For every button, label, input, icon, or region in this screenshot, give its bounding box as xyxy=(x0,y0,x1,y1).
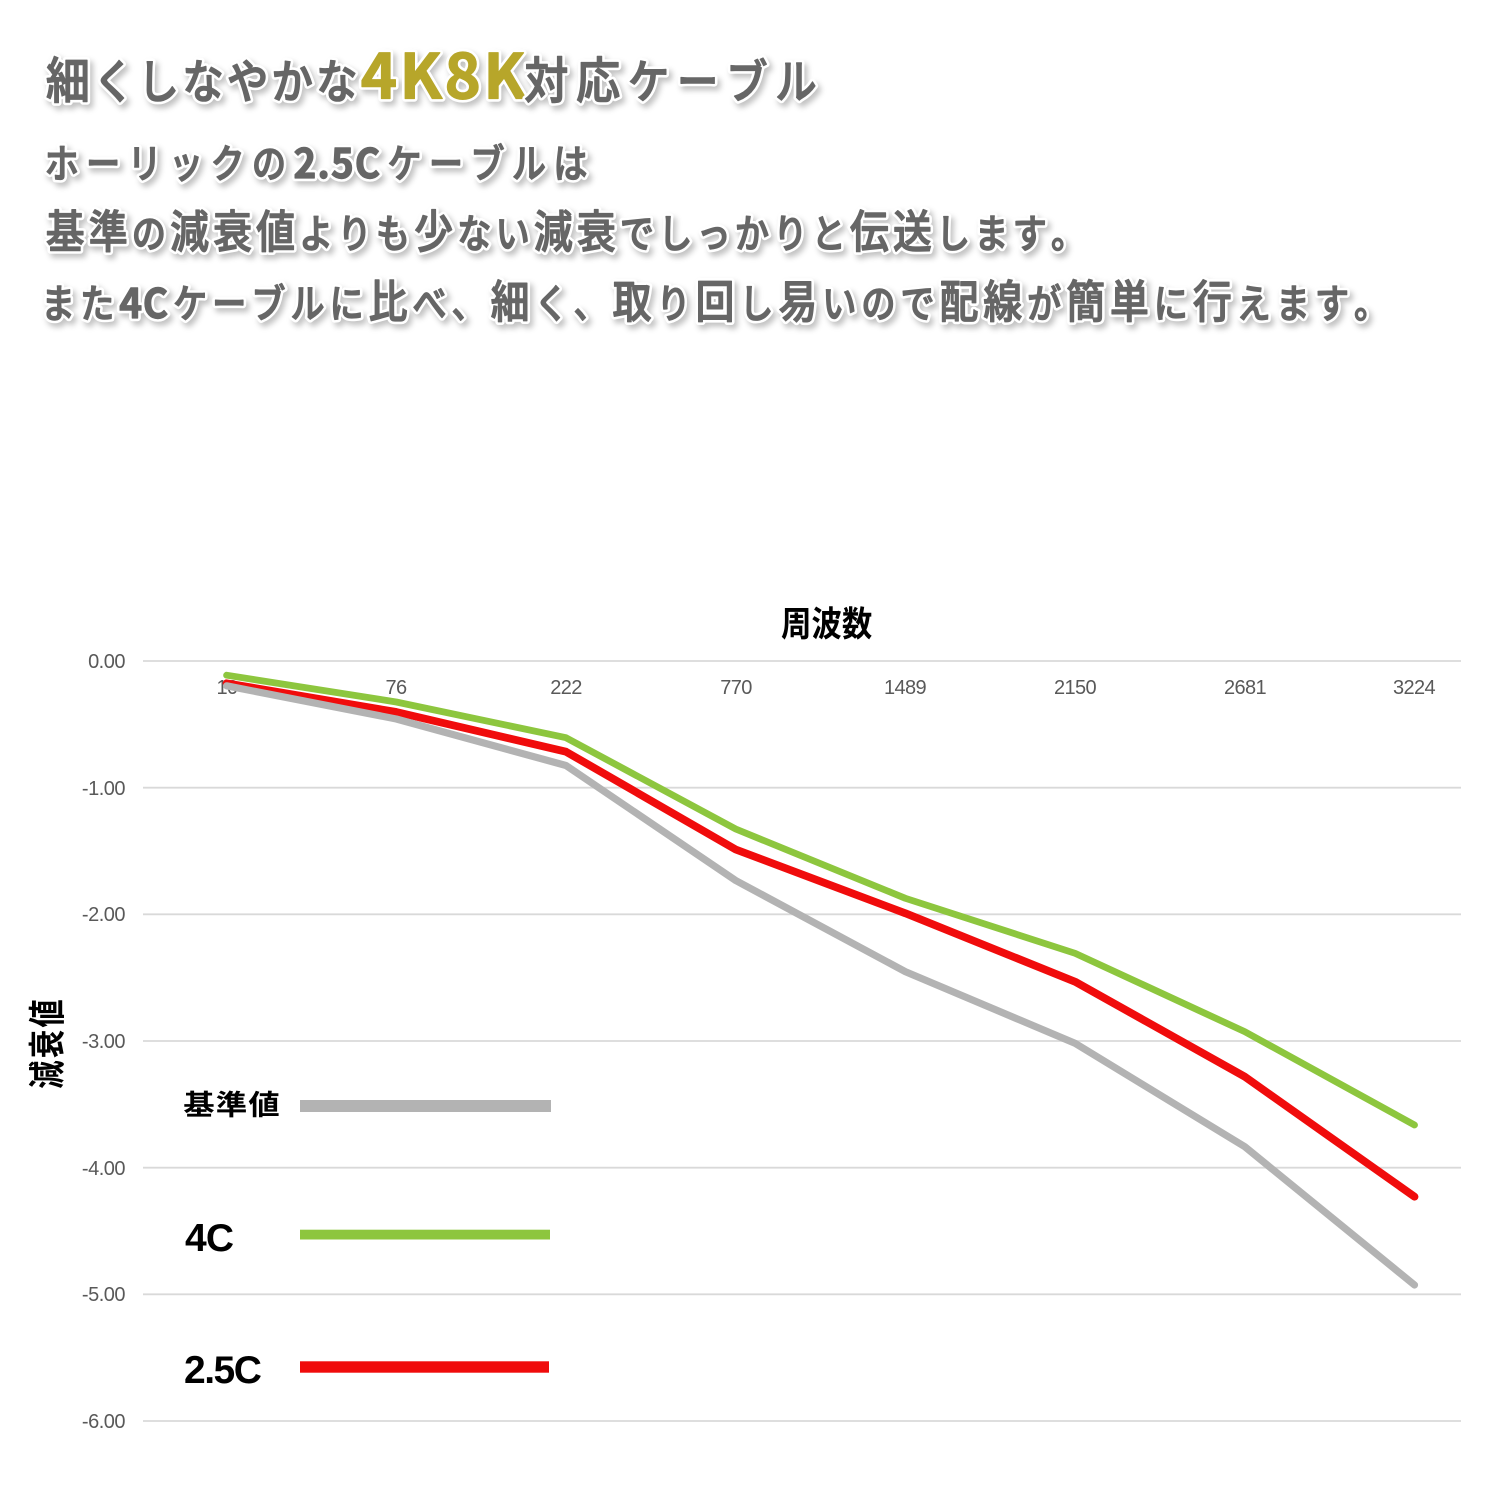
svg-text:0.00: 0.00 xyxy=(88,651,125,673)
svg-text:4C: 4C xyxy=(185,1217,234,1260)
svg-text:-6.00: -6.00 xyxy=(82,1411,125,1433)
svg-text:2681: 2681 xyxy=(1224,677,1267,699)
svg-text:-2.00: -2.00 xyxy=(82,904,125,926)
svg-text:-5.00: -5.00 xyxy=(82,1284,125,1306)
svg-text:1489: 1489 xyxy=(884,677,927,699)
svg-text:2.5C: 2.5C xyxy=(184,1349,262,1392)
svg-text:3224: 3224 xyxy=(1393,677,1436,699)
svg-text:2150: 2150 xyxy=(1054,677,1097,699)
svg-text:76: 76 xyxy=(385,677,407,699)
svg-text:222: 222 xyxy=(550,677,582,699)
svg-text:-4.00: -4.00 xyxy=(82,1158,125,1180)
svg-text:-1.00: -1.00 xyxy=(82,778,125,800)
svg-text:770: 770 xyxy=(720,677,752,699)
svg-text:-3.00: -3.00 xyxy=(82,1031,125,1053)
